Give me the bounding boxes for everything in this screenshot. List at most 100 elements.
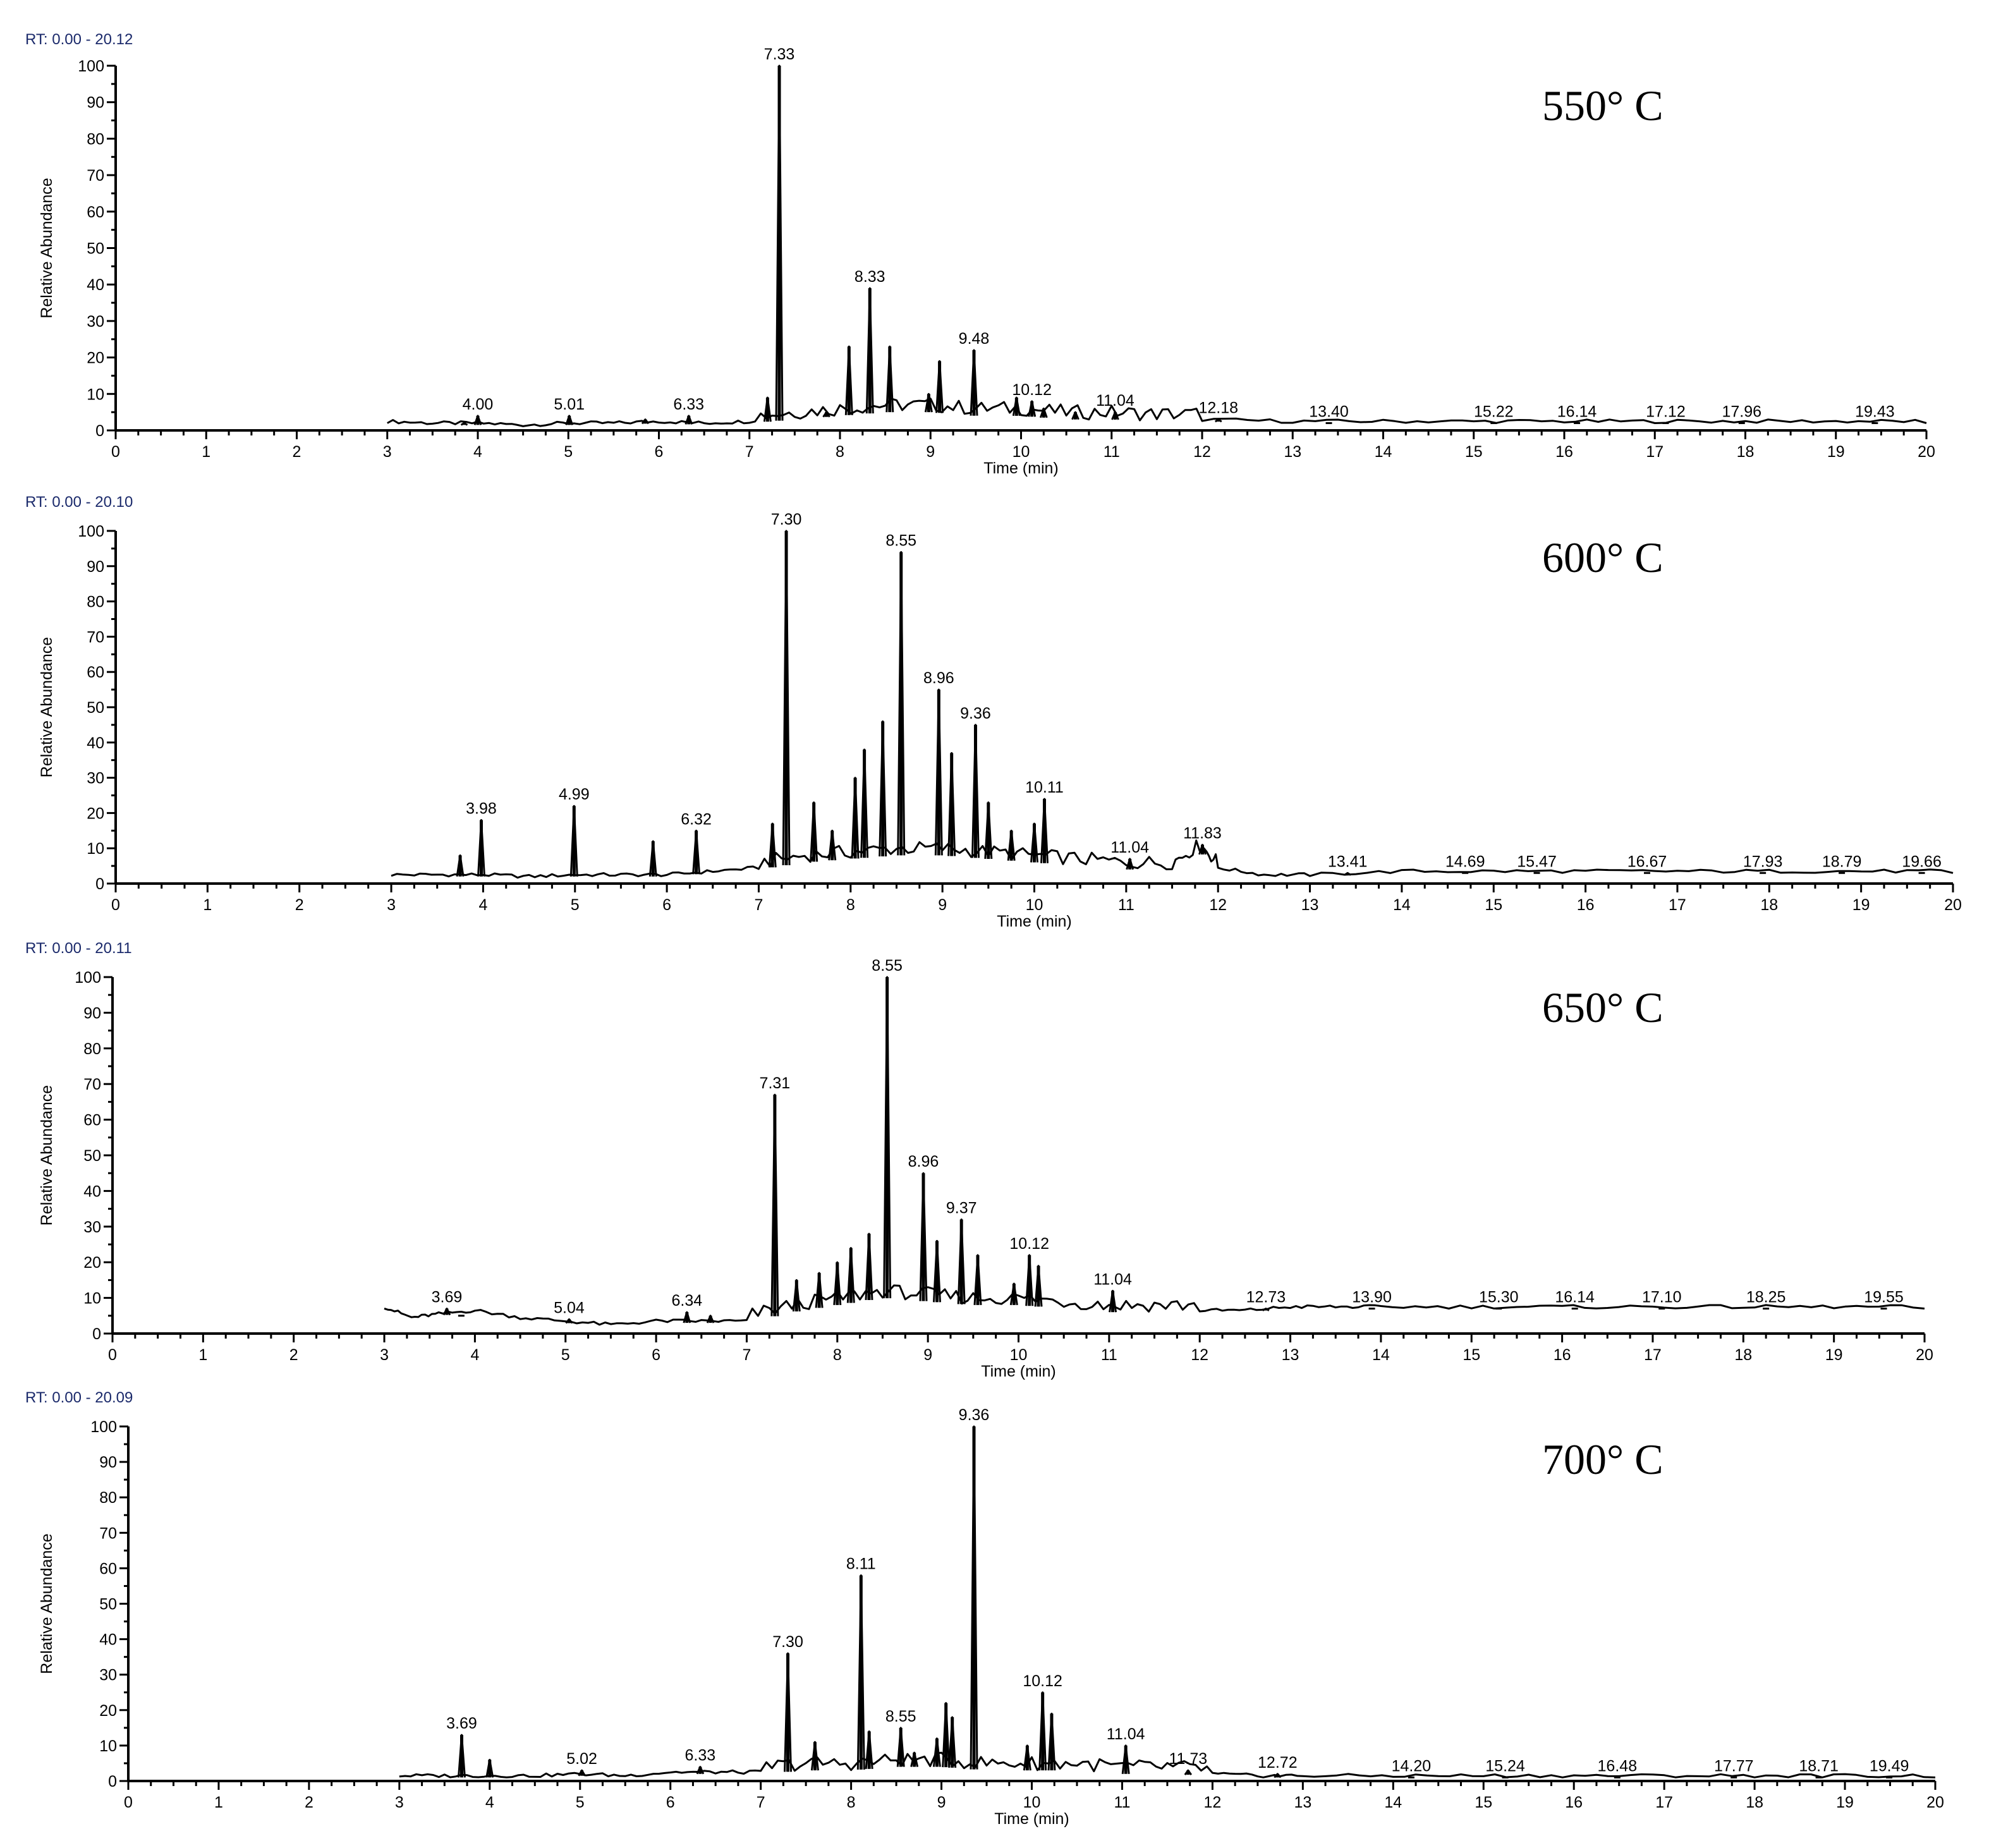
temperature-label: 700° C (1542, 1435, 1664, 1483)
peak-label: 19.43 (1855, 403, 1895, 420)
y-tick-label: 10 (83, 1290, 101, 1308)
rt-range-label: RT: 0.00 - 20.10 (25, 494, 133, 511)
peak-label: 15.22 (1474, 403, 1514, 420)
x-tick-label: 11 (1101, 1346, 1117, 1364)
x-tick-label: 9 (938, 896, 947, 914)
x-tick-label: 7 (757, 1794, 765, 1811)
x-tick-label: 20 (1926, 1794, 1944, 1811)
y-tick-label: 20 (83, 1254, 101, 1272)
x-tick-label: 0 (111, 443, 120, 461)
peak-label: 9.36 (959, 1406, 990, 1424)
x-axis-title: Time (min) (981, 1363, 1056, 1380)
x-tick-label: 16 (1555, 443, 1573, 461)
peak-label: 8.11 (846, 1555, 876, 1573)
peak-label: 9.37 (946, 1200, 977, 1217)
peak-label: 13.41 (1328, 853, 1368, 870)
peak-label: 3.69 (432, 1289, 463, 1306)
x-tick-label: 20 (1944, 896, 1962, 914)
peak-label: 16.48 (1598, 1757, 1638, 1775)
y-tick-label: 50 (87, 240, 104, 258)
x-tick-label: 18 (1734, 1346, 1752, 1364)
peak-label: 16.67 (1627, 853, 1667, 870)
x-tick-label: 17 (1646, 443, 1664, 461)
x-tick-label: 6 (666, 1794, 675, 1811)
y-axis-title: Relative Abundance (38, 178, 56, 318)
x-tick-label: 3 (395, 1794, 404, 1811)
baseline-trace (384, 1284, 1925, 1326)
x-tick-label: 6 (655, 443, 664, 461)
peak-label: 3.69 (446, 1715, 477, 1732)
x-tick-label: 4 (470, 1346, 479, 1364)
x-tick-label: 6 (662, 896, 671, 914)
y-tick-label: 80 (99, 1489, 117, 1507)
x-tick-label: 16 (1565, 1794, 1583, 1811)
x-tick-label: 16 (1577, 896, 1595, 914)
peak-label: 10.12 (1012, 381, 1052, 399)
x-tick-label: 8 (847, 1794, 856, 1811)
peak-label: 6.33 (685, 1747, 716, 1765)
y-tick-label: 70 (99, 1524, 117, 1542)
y-tick-label: 50 (83, 1147, 101, 1165)
temperature-label: 600° C (1542, 533, 1664, 581)
y-tick-label: 20 (87, 350, 104, 367)
peak-label: 17.10 (1642, 1289, 1682, 1306)
x-tick-label: 15 (1465, 443, 1483, 461)
peak-label: 9.48 (959, 330, 990, 348)
x-tick-label: 8 (833, 1346, 842, 1364)
x-tick-label: 11 (1118, 896, 1134, 914)
y-tick-label: 70 (87, 167, 104, 185)
x-tick-label: 0 (108, 1346, 117, 1364)
y-tick-label: 40 (87, 276, 104, 294)
x-tick-label: 7 (754, 896, 763, 914)
x-tick-label: 13 (1294, 1794, 1311, 1811)
temperature-label: 650° C (1542, 983, 1664, 1031)
y-tick-label: 90 (83, 1004, 101, 1022)
x-tick-label: 7 (745, 443, 754, 461)
x-tick-label: 10 (1023, 1794, 1041, 1811)
peak-label: 7.30 (772, 1633, 803, 1651)
x-tick-label: 19 (1827, 443, 1845, 461)
x-tick-label: 17 (1655, 1794, 1673, 1811)
x-tick-label: 17 (1644, 1346, 1662, 1364)
y-tick-label: 0 (95, 875, 104, 893)
y-tick-label: 70 (83, 1076, 101, 1093)
x-tick-label: 4 (478, 896, 487, 914)
peak-label: 11.04 (1110, 839, 1149, 856)
y-tick-label: 10 (99, 1737, 117, 1755)
rt-range-label: RT: 0.00 - 20.12 (25, 31, 133, 48)
x-tick-label: 9 (926, 443, 935, 461)
x-tick-label: 2 (295, 896, 304, 914)
x-tick-label: 11 (1104, 443, 1120, 461)
y-tick-label: 100 (90, 1418, 117, 1436)
x-tick-label: 7 (742, 1346, 751, 1364)
x-tick-label: 1 (214, 1794, 223, 1811)
y-tick-label: 80 (83, 1040, 101, 1058)
peak-label: 19.49 (1870, 1757, 1909, 1775)
peak-label: 19.66 (1902, 853, 1942, 870)
x-tick-label: 19 (1852, 896, 1870, 914)
peak-label: 17.93 (1743, 853, 1783, 870)
x-tick-label: 1 (198, 1346, 207, 1364)
y-tick-label: 30 (87, 313, 104, 331)
y-tick-label: 60 (87, 204, 104, 221)
peak-label: 19.55 (1864, 1289, 1904, 1306)
x-tick-label: 19 (1825, 1346, 1843, 1364)
x-tick-label: 18 (1746, 1794, 1763, 1811)
y-tick-label: 90 (99, 1454, 117, 1471)
peak-label: 15.30 (1479, 1289, 1519, 1306)
peak-label: 18.79 (1822, 853, 1862, 870)
x-tick-label: 19 (1836, 1794, 1854, 1811)
x-tick-label: 20 (1916, 1346, 1933, 1364)
x-tick-label: 5 (576, 1794, 585, 1811)
y-tick-label: 50 (99, 1596, 117, 1614)
x-tick-label: 12 (1193, 443, 1211, 461)
peak-label: 14.69 (1445, 853, 1485, 870)
peak-label: 17.96 (1722, 403, 1761, 420)
peak-label: 11.73 (1169, 1750, 1207, 1768)
peak-label: 3.98 (466, 800, 497, 818)
x-tick-label: 4 (485, 1794, 494, 1811)
y-tick-label: 0 (95, 422, 104, 440)
y-tick-label: 90 (87, 558, 104, 576)
